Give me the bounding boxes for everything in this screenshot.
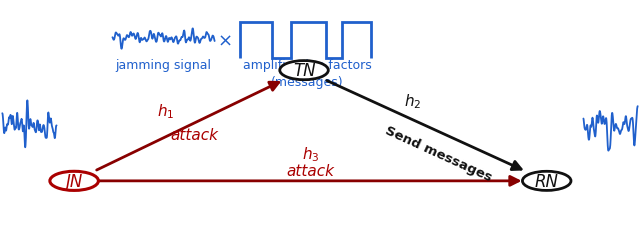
Text: $h_1$: $h_1$ — [157, 102, 174, 121]
Text: attack: attack — [287, 164, 335, 179]
Circle shape — [50, 172, 99, 191]
Text: $\times$: $\times$ — [217, 32, 232, 50]
Text: RN: RN — [535, 172, 559, 190]
Text: attack: attack — [170, 128, 218, 143]
Text: jamming signal: jamming signal — [116, 58, 212, 71]
Circle shape — [280, 61, 328, 80]
Text: Send messages: Send messages — [383, 123, 493, 183]
Text: $h_3$: $h_3$ — [301, 145, 319, 164]
Text: amplification factors: amplification factors — [243, 58, 372, 71]
Text: JN: JN — [65, 172, 83, 190]
Circle shape — [522, 172, 571, 191]
Text: $h_2$: $h_2$ — [404, 92, 421, 111]
Text: TN: TN — [292, 62, 316, 80]
Text: (messages): (messages) — [271, 76, 344, 89]
